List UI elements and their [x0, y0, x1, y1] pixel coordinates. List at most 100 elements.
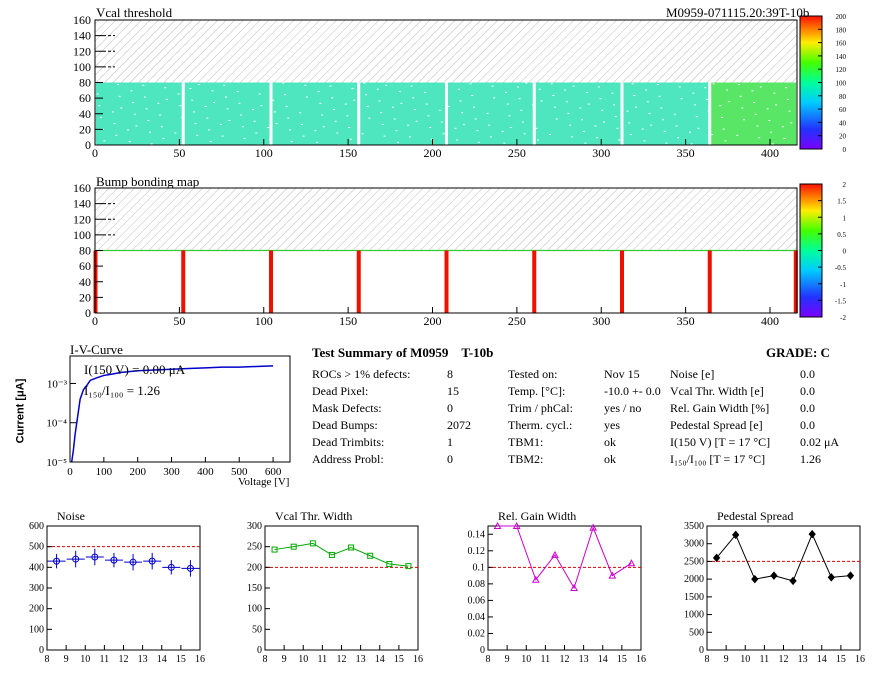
map1-speck	[130, 90, 133, 92]
map1-speck	[473, 106, 475, 108]
map1-speck	[501, 130, 504, 132]
summary-label: Temp. [°C]:	[508, 384, 566, 398]
map1-speck	[299, 112, 302, 114]
plot-1-xtick-label: 9	[64, 654, 69, 665]
plot-2-point	[309, 540, 316, 547]
summary-value: 0.02 μA	[800, 435, 840, 449]
map1-speck	[628, 122, 631, 124]
map1-speck	[400, 102, 403, 104]
plot-2-xtick-label: 16	[413, 654, 423, 665]
map1-speck	[209, 141, 212, 143]
map1-speck	[660, 107, 663, 109]
map1-ytick-label: 0	[85, 138, 91, 152]
grade-value: C	[820, 345, 830, 360]
map1-palette-label: 100	[836, 80, 847, 88]
map1-speck	[440, 121, 443, 123]
map1-speck	[675, 125, 678, 127]
map1-speck	[456, 139, 459, 141]
map1-roc-gap	[269, 82, 273, 145]
map1-speck	[645, 89, 648, 91]
summary-value: 1.26	[800, 452, 821, 466]
plot-4-xtick-label: 12	[779, 654, 789, 665]
plot-2-xtick-label: 12	[337, 654, 347, 665]
map1-speck	[407, 124, 410, 126]
map1-speck	[768, 120, 771, 121]
summary-label: Pedestal Spread [e]	[670, 418, 763, 432]
summary-label: Address Probl:	[312, 452, 384, 466]
map1-speck	[695, 116, 698, 118]
plot-4-point	[751, 574, 759, 584]
plot-2-series-line	[274, 542, 409, 567]
map1-speck	[351, 87, 354, 89]
map1-speck	[395, 130, 398, 132]
map1-speck	[555, 118, 558, 120]
map1-speck	[722, 128, 725, 130]
plot-4-title: Pedestal Spread	[717, 509, 794, 523]
map1-speck	[98, 105, 101, 107]
map1-speck	[602, 121, 605, 123]
map2-palette-label: 2	[843, 181, 847, 189]
plot-1-ytick-label: 100	[29, 624, 44, 635]
summary-value: 1	[447, 435, 453, 449]
map1-speck	[363, 82, 366, 84]
plot-2-ytick-label: 100	[247, 604, 262, 615]
map1-speck	[586, 91, 589, 93]
map1-palette-label: 200	[836, 13, 847, 21]
plot-3-ytick-label: 0.06	[468, 595, 486, 606]
map1-speck	[454, 127, 457, 129]
map1-speck	[267, 127, 270, 129]
plot-1-ytick-label: 0	[39, 645, 44, 656]
map1-speck	[135, 125, 138, 127]
map2-ytick-label: 0	[85, 306, 91, 320]
map1-speck	[412, 97, 415, 99]
plot-3-xtick-label: 9	[505, 654, 510, 665]
map1-speck	[726, 89, 729, 91]
plot-4-ytick-label: 500	[689, 627, 704, 638]
plot-3-point	[531, 575, 540, 583]
map2-dead-column	[444, 250, 449, 313]
summary-value: 8	[447, 367, 453, 381]
summary-value: yes / no	[604, 401, 642, 415]
map1-xtick-label: 250	[508, 146, 526, 160]
plot-3-ytick-label: 0.12	[468, 546, 486, 557]
map1-speck	[766, 108, 769, 110]
map1-speck	[208, 129, 211, 131]
map1-speck	[226, 108, 229, 110]
plot-2-xtick-label: 14	[375, 654, 385, 665]
map1-speck	[192, 111, 195, 113]
map1-xtick-label: 300	[592, 146, 610, 160]
map1-speck	[753, 102, 756, 104]
map1-speck	[329, 85, 332, 87]
map1-speck	[348, 127, 351, 129]
plot-2-ytick-label: 250	[247, 542, 262, 553]
map1-speck	[493, 97, 496, 99]
map1-speck	[349, 138, 352, 140]
summary-title: Test Summary of M0959 T-10b	[312, 345, 493, 361]
map2-palette-label: 1	[843, 214, 847, 222]
plot-3-xtick-label: 10	[521, 654, 531, 665]
summary-value: 0.0	[800, 418, 815, 432]
plot-3-title: Rel. Gain Width	[498, 509, 577, 523]
map2-xtick-label: 100	[255, 314, 273, 328]
map1-speck	[316, 141, 319, 143]
map2-ytick-label: 120	[73, 212, 91, 226]
plot-4-ytick-label: 3000	[684, 539, 704, 550]
map1-speck	[427, 115, 430, 117]
map1-speck	[781, 126, 784, 128]
map1-speck	[646, 101, 649, 103]
map1-speck	[525, 82, 528, 84]
plot-4-frame	[706, 525, 861, 651]
map1-speck	[616, 127, 619, 129]
plot-1-point	[110, 556, 118, 564]
map1-speck	[334, 120, 337, 122]
map1-speck	[550, 83, 553, 85]
map1-speck	[378, 100, 381, 102]
iv-series-line	[70, 365, 274, 463]
map1-palette-label: 160	[836, 40, 847, 48]
plot-4-ytick-label: 0	[699, 645, 704, 656]
map1-speck	[570, 136, 573, 138]
plot-2-xtick-label: 8	[263, 654, 268, 665]
map2-palette-label: 1.5	[837, 198, 846, 206]
